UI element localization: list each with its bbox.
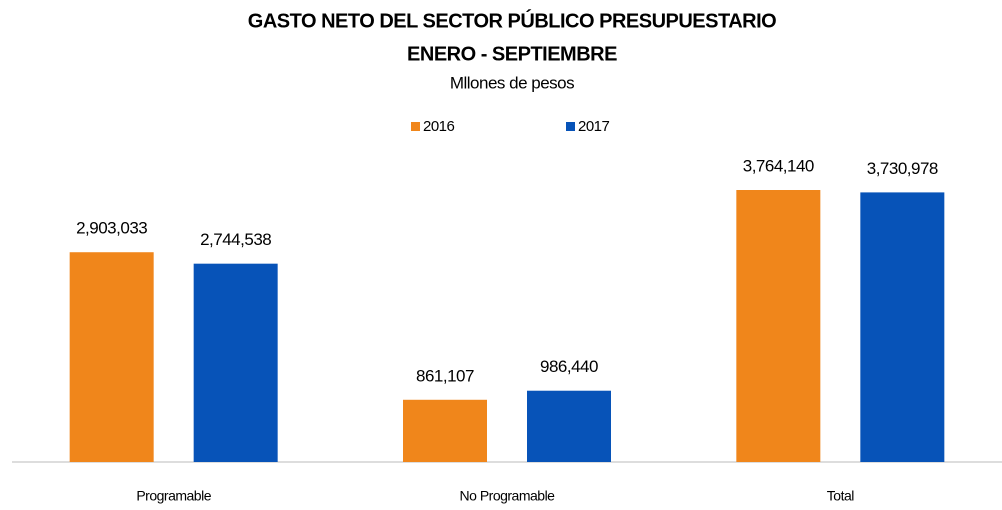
x-tick-label: No Programable bbox=[460, 488, 556, 504]
chart-title: GASTO NETO DEL SECTOR PÚBLICO PRESUPUEST… bbox=[248, 8, 776, 32]
chart: GASTO NETO DEL SECTOR PÚBLICO PRESUPUEST… bbox=[0, 0, 1002, 510]
legend-swatch bbox=[566, 122, 575, 131]
legend-label: 2017 bbox=[578, 118, 610, 135]
bar bbox=[860, 192, 944, 462]
value-label: 986,440 bbox=[540, 357, 598, 376]
value-label: 2,744,538 bbox=[200, 230, 271, 249]
value-label: 3,730,978 bbox=[867, 159, 938, 178]
y-axis-label: Mllones de pesos bbox=[450, 73, 574, 92]
value-label: 2,903,033 bbox=[76, 219, 147, 238]
value-label: 861,107 bbox=[416, 366, 474, 385]
chart-subtitle: ENERO - SEPTIEMBRE bbox=[407, 43, 617, 65]
legend-swatch bbox=[411, 122, 420, 131]
legend-label: 2016 bbox=[423, 118, 455, 135]
x-tick-label: Total bbox=[827, 488, 854, 504]
value-label: 3,764,140 bbox=[743, 156, 814, 175]
bar bbox=[736, 190, 820, 462]
bar bbox=[70, 252, 154, 462]
bar bbox=[527, 391, 611, 462]
bar bbox=[194, 264, 278, 462]
bar bbox=[403, 400, 487, 462]
x-tick-label: Programable bbox=[136, 488, 211, 504]
